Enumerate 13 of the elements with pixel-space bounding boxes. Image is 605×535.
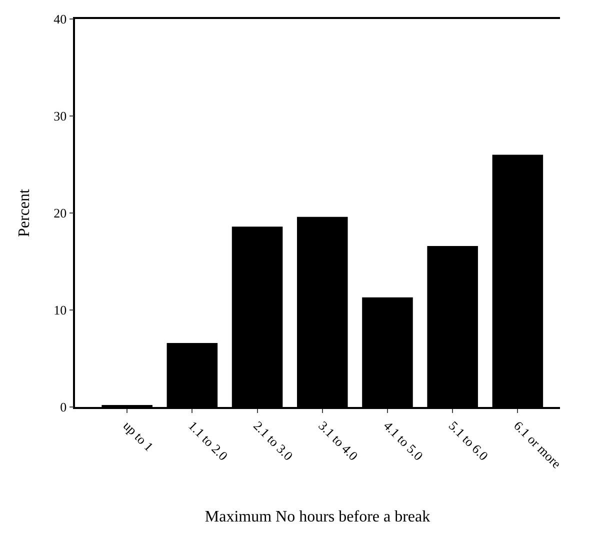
x-tick-label: 5.1 to 6.0 bbox=[446, 418, 492, 464]
x-tick-label: up to 1 bbox=[120, 418, 157, 454]
x-tick-label: 1.1 to 2.0 bbox=[185, 418, 231, 464]
x-tick-label: 3.1 to 4.0 bbox=[316, 418, 362, 464]
x-tick-label: 4.1 to 5.0 bbox=[380, 418, 426, 464]
y-axis-title: Percent bbox=[16, 188, 34, 237]
y-tick-label: 30 bbox=[54, 108, 67, 124]
x-tick-label: 2.1 to 3.0 bbox=[250, 418, 296, 464]
y-tick-label: 10 bbox=[54, 302, 67, 318]
y-tick-label: 0 bbox=[60, 400, 67, 415]
y-tick-label: 20 bbox=[54, 206, 67, 221]
x-axis-title: Maximum No hours before a break bbox=[204, 508, 430, 526]
y-tick-label: 40 bbox=[54, 12, 67, 27]
